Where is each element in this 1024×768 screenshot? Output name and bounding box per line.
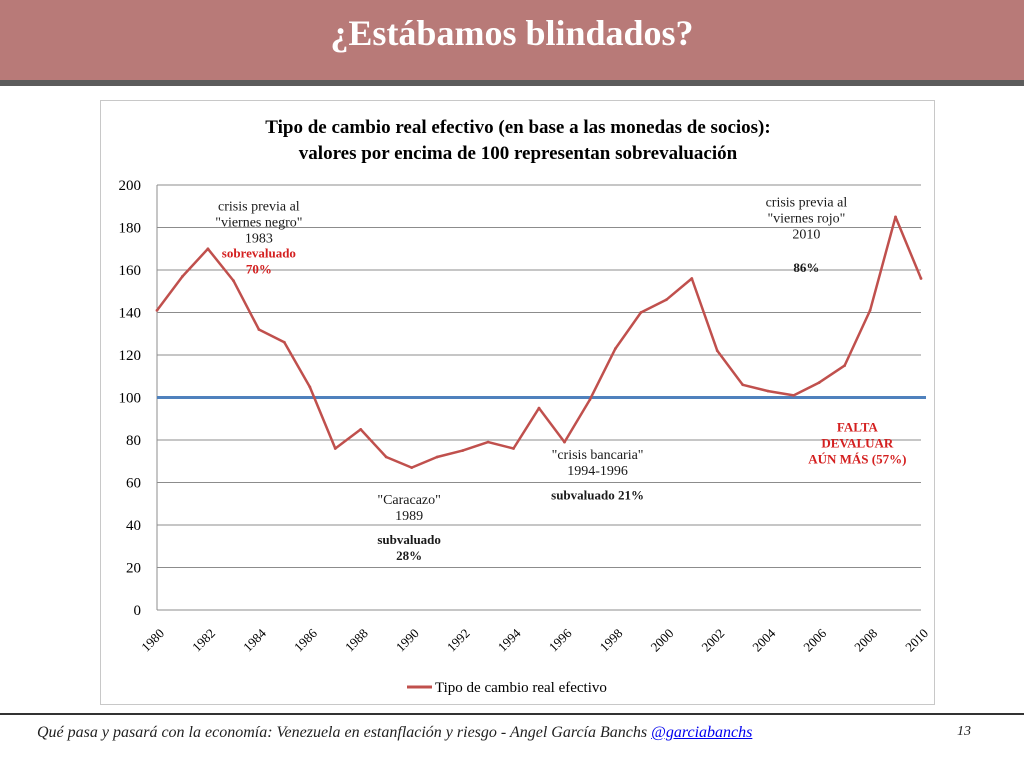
annotation-text: 86% (793, 260, 819, 275)
data-point (614, 347, 617, 351)
data-point (410, 466, 414, 470)
data-point (664, 298, 668, 302)
data-point (919, 277, 923, 280)
annotation-text: 1994-1996 (567, 464, 628, 479)
x-tick-label: 2000 (647, 626, 676, 655)
data-point (486, 440, 490, 444)
slide-header: ¿Estábamos blindados? (0, 0, 1024, 86)
annotation-text: "viernes rojo" (767, 211, 845, 226)
data-point (588, 398, 592, 402)
data-point (155, 308, 159, 312)
x-tick-label: 2002 (698, 626, 727, 655)
data-point (868, 308, 872, 312)
chart-frame: Tipo de cambio real efectivo (en base a … (100, 100, 935, 705)
x-tick-label: 2010 (902, 626, 931, 655)
footer-text: Qué pasa y pasará con la economía: Venez… (37, 724, 648, 741)
x-tick-label: 1984 (240, 625, 269, 654)
x-tick-label: 1988 (342, 626, 371, 655)
line-chart: Tipo de cambio real efectivo (en base a … (119, 117, 932, 696)
data-point (843, 364, 846, 368)
footer-divider (0, 713, 1024, 715)
data-point (766, 389, 770, 393)
x-tick-label: 1980 (138, 626, 167, 655)
y-tick-label: 0 (134, 603, 142, 619)
data-point (741, 383, 745, 387)
x-tick-label: 1996 (546, 625, 575, 654)
data-point (461, 449, 464, 453)
data-point (563, 440, 566, 444)
page-number: 13 (957, 724, 971, 739)
data-point (257, 328, 261, 331)
y-tick-label: 120 (119, 348, 142, 364)
data-point (512, 447, 515, 450)
data-point (384, 455, 388, 459)
x-tick-label: 1994 (495, 625, 524, 654)
y-tick-label: 180 (119, 221, 142, 237)
annotation-text: "Caracazo" (377, 493, 441, 508)
annotation-text: 1989 (395, 509, 423, 524)
annotation-text: crisis previa al (218, 200, 300, 215)
slide-title: ¿Estábamos blindados? (330, 13, 694, 53)
annotation-text: sobrevaluado (222, 245, 296, 260)
x-tick-label: 1986 (291, 625, 320, 654)
data-point (894, 215, 897, 219)
annotation-text: crisis previa al (766, 195, 848, 210)
y-tick-label: 100 (119, 391, 142, 407)
x-tick-label: 1990 (393, 626, 422, 655)
y-tick-label: 140 (119, 306, 142, 322)
chart-title-line: Tipo de cambio real efectivo (en base a … (265, 117, 770, 138)
annotation-text: DEVALUAR (821, 436, 894, 451)
data-point (359, 427, 363, 431)
data-point (232, 279, 235, 283)
x-tick-label: 1992 (444, 626, 473, 655)
annotation-text: subvaluado 21% (551, 488, 644, 503)
y-tick-label: 200 (119, 178, 142, 194)
annotation-text: "viernes negro" (215, 216, 302, 231)
twitter-link[interactable]: @garciabanchs (651, 724, 753, 741)
data-point (308, 385, 312, 389)
annotation-text: 2010 (792, 227, 820, 242)
y-tick-label: 40 (126, 518, 141, 534)
y-tick-label: 160 (119, 263, 142, 279)
y-tick-label: 20 (126, 561, 141, 577)
data-point (537, 406, 541, 410)
chart-title-line: valores por encima de 100 representan so… (299, 143, 738, 164)
data-point (333, 447, 337, 450)
x-tick-label: 1998 (597, 626, 626, 655)
annotation-text: "crisis bancaria" (552, 448, 644, 463)
data-point (715, 349, 719, 353)
annotation-text: subvaluado (377, 532, 441, 547)
data-point (639, 311, 643, 314)
annotation-text: 1983 (245, 232, 273, 247)
annotation-text: FALTA (837, 420, 879, 435)
x-tick-label: 2008 (851, 626, 880, 655)
data-point (282, 340, 286, 344)
annotation-text: 28% (396, 548, 422, 563)
footer: Qué pasa y pasará con la economía: Venez… (37, 724, 752, 742)
x-tick-label: 2004 (749, 625, 778, 654)
annotation-text: AÚN MÁS (57%) (808, 452, 906, 467)
x-tick-label: 2006 (800, 625, 829, 654)
data-point (181, 274, 184, 278)
data-point (206, 247, 210, 251)
y-tick-label: 80 (126, 433, 141, 449)
data-point (792, 393, 796, 397)
y-tick-label: 60 (126, 476, 141, 492)
data-point (817, 381, 821, 385)
legend-label: Tipo de cambio real efectivo (435, 680, 607, 696)
data-point (690, 277, 694, 280)
annotation-text: 70% (246, 261, 272, 276)
x-tick-label: 1982 (189, 626, 218, 655)
data-point (435, 455, 439, 459)
